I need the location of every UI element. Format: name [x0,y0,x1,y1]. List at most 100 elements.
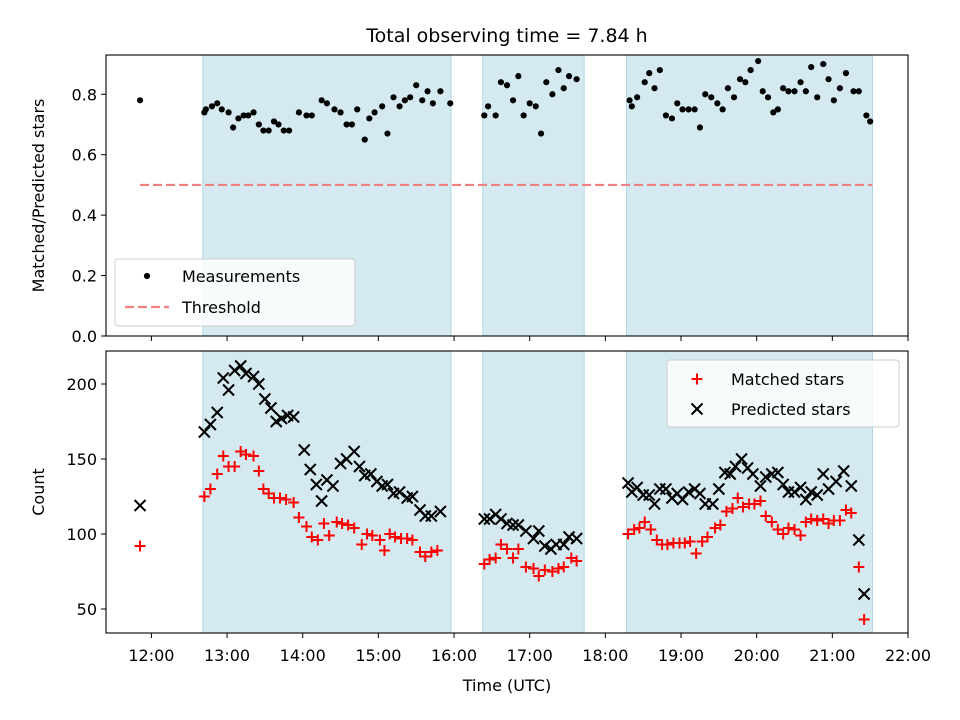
data-point [691,106,698,113]
y-tick-label: 0.0 [72,327,97,346]
chart-title: Total observing time = 7.84 h [365,25,647,47]
x-tick-label: 14:00 [280,646,326,665]
data-point-cross [712,482,726,496]
cross-b [659,482,673,496]
data-point-cross [264,401,278,415]
cross-b [776,478,790,491]
data-point-plus [811,515,823,526]
data-point-cross [252,377,266,391]
data-point-cross [483,512,496,526]
cross-b [804,485,818,499]
data-point-plus [240,449,252,460]
data-point-cross [723,467,737,481]
cross-b [718,466,732,479]
cross-b [557,538,570,551]
data-point-cross [406,490,419,503]
data-point [855,88,862,95]
data-point [708,94,715,101]
data-point-cross [234,359,247,373]
data-point-plus [737,501,749,513]
data-point [295,109,303,116]
data-point [724,85,732,92]
observing-interval-1 [202,350,452,634]
data-point [348,121,355,128]
x-tick-label: 12:00 [128,646,174,665]
cross-b [298,443,311,457]
data-point-cross [133,499,147,512]
data-point-plus [342,519,354,531]
data-point [481,112,488,119]
data-point-cross [776,478,790,491]
data-point-plus [690,548,702,559]
cross-b [434,505,447,518]
cross-b [771,466,785,479]
data-point-plus [198,491,210,502]
x-tick-label: 22:00 [885,646,931,665]
x-tick-label: 16:00 [431,646,477,665]
data-point [573,76,580,83]
data-point [318,97,325,104]
x-tick-label: 15:00 [355,646,401,665]
cross-b [478,512,491,526]
cross-b [506,518,520,532]
data-point-plus [501,543,513,555]
data-point-cross [804,485,818,499]
cross-b [234,359,247,373]
cross-b [228,364,241,377]
x-tick-label: 18:00 [582,646,628,665]
data-point [842,70,850,77]
data-point-plus [684,536,696,547]
x-tick-label: 17:00 [507,646,553,665]
cross-b [532,524,545,538]
cross-b [829,475,843,488]
y-axis-label: Matched/Predicted stars [29,99,48,293]
data-point [260,127,267,134]
data-point [354,106,361,113]
x-axis-label: Time (UTC) [462,676,551,695]
cross-b [381,478,394,491]
cross-b [857,587,871,601]
data-point-cross [570,532,583,545]
data-point [668,115,676,122]
cross-b [281,409,294,422]
cross-b [133,499,147,512]
observing-interval-2 [482,54,585,337]
data-point-plus [520,561,532,573]
data-point [641,79,648,86]
data-point [696,124,704,131]
data-point-plus [356,539,368,550]
cross-b [512,518,525,532]
data-point-plus [253,465,265,477]
data-point [628,103,635,110]
cross-b [693,487,707,500]
x-tick-label: 21:00 [809,646,855,665]
data-point [331,106,338,113]
data-point-cross [788,485,801,499]
cross-b [211,406,224,419]
data-point [484,103,492,110]
data-point-cross [693,487,707,500]
cross-b [519,524,533,538]
cross-b [538,539,552,553]
data-point-cross [506,518,520,532]
cross-b [845,479,858,493]
cross-b [393,485,406,499]
series-measurements [136,57,874,143]
data-point-plus [495,539,507,550]
data-point-cross [659,482,673,496]
data-point-plus [661,539,673,550]
cross-b [817,467,830,481]
data-point [656,67,663,74]
data-point [755,57,762,65]
data-point-cross [326,479,340,493]
cross-b [712,482,726,496]
cross-b [204,418,217,431]
data-point [742,79,749,86]
data-point-cross [198,425,211,439]
data-point [719,106,726,113]
data-point-cross [771,466,785,479]
cross-b [483,512,496,526]
data-point-cross [247,370,260,383]
bottom-panel: 50 100 150 200 12:00 13:00 14:00 15:00 16:00 17:0… [29,350,931,695]
data-point-cross [817,467,830,481]
